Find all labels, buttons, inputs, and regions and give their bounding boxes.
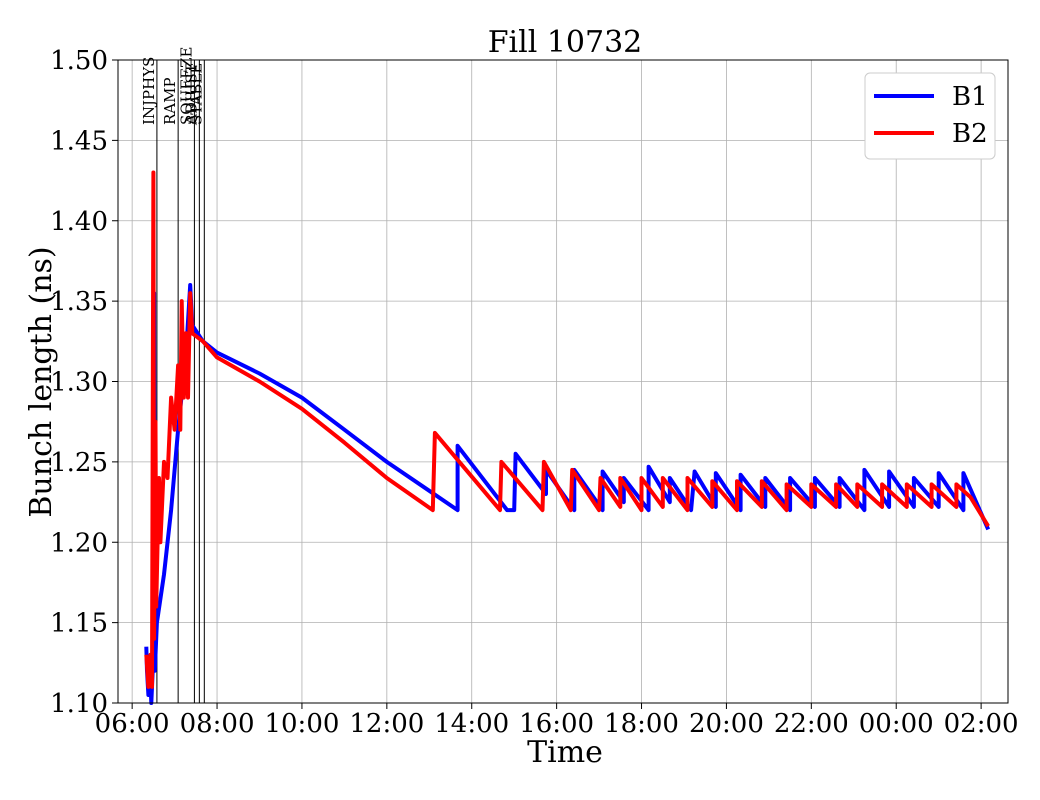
y-tick-label: 1.15: [50, 609, 108, 639]
legend-label: B2: [952, 119, 988, 149]
y-tick-label: 1.40: [50, 207, 108, 237]
y-tick-label: 1.50: [50, 46, 108, 76]
beam-mode-label: INJPHYS: [140, 57, 158, 125]
x-tick-label: 00:00: [859, 709, 934, 739]
x-tick-label: 16:00: [519, 709, 594, 739]
series-lines: [144, 170, 991, 705]
series-line-b2: [144, 170, 990, 689]
legend-label: B1: [952, 82, 988, 112]
beam-mode-label: STABLE: [187, 63, 205, 125]
y-axis-label: Bunch length (ns): [24, 246, 59, 517]
x-tick-label: 12:00: [349, 709, 424, 739]
y-tick-label: 1.35: [50, 287, 108, 317]
x-tick-label: 10:00: [264, 709, 339, 739]
chart-title: Fill 10732: [488, 25, 643, 60]
y-tick-label: 1.45: [50, 126, 108, 156]
x-tick-label: 08:00: [180, 709, 255, 739]
x-axis-ticks: 06:00 08:00 10:00 12:00 14:00 16:00 18:00 20:00…: [95, 703, 1019, 739]
beam-mode-label: ADJUST: [182, 63, 200, 126]
y-tick-label: 1.25: [50, 448, 108, 478]
x-tick-label: 22:00: [774, 709, 849, 739]
x-tick-label: 18:00: [604, 709, 679, 739]
series-line-b1: [144, 283, 991, 705]
y-axis-ticks: 1.10 1.15 1.20 1.25 1.30 1.35 1.40 1.45 1.50: [50, 46, 118, 719]
x-tick-label: 14:00: [434, 709, 509, 739]
x-axis-label: Time: [527, 735, 603, 770]
beam-mode-label: RAMP: [161, 77, 179, 125]
beam-mode-label: SQUEEZE: [177, 47, 195, 125]
x-tick-label: 06:00: [95, 709, 170, 739]
y-tick-label: 1.30: [50, 368, 108, 398]
x-tick-label: 02:00: [944, 709, 1019, 739]
grid-lines: [118, 59, 1008, 704]
y-tick-label: 1.20: [50, 528, 108, 558]
x-tick-label: 20:00: [689, 709, 764, 739]
y-tick-label: 1.10: [50, 689, 108, 719]
